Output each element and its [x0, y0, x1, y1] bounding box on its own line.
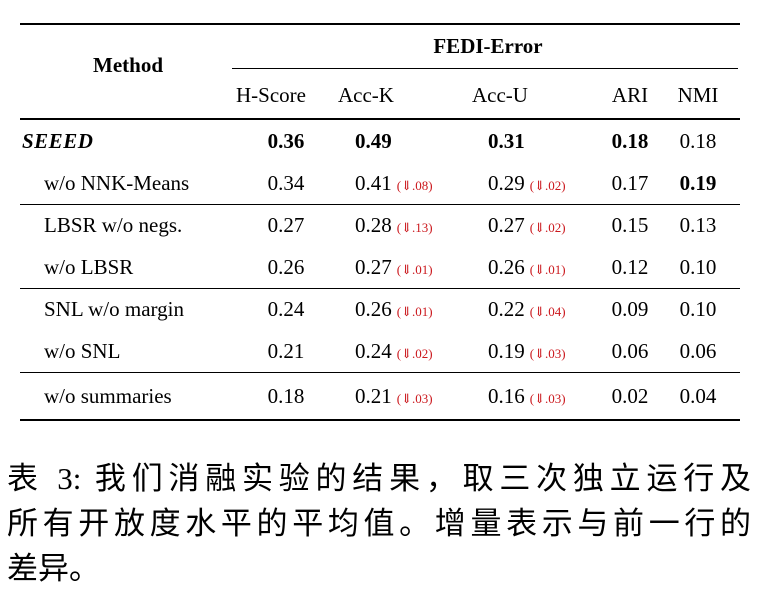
ari-cell: 0.09: [611, 297, 649, 322]
acc-k-delta-badge: (⇓.03): [396, 390, 433, 406]
method-cell: w/o NNK-Means: [44, 170, 190, 195]
acc-k-cell: 0.24: [355, 338, 392, 363]
table-header: Method FEDI-Error H-Score Acc-K Acc-U AR…: [20, 23, 740, 120]
acc-u-cell: 0.16: [488, 383, 525, 408]
table-body: SEEED 0.36 0.49 0.31 0.18 0.18 w/o NNK-M…: [20, 120, 740, 421]
ablation-results-table: Method FEDI-Error H-Score Acc-K Acc-U AR…: [20, 23, 740, 421]
group-header-rule: [232, 68, 738, 69]
acc-k-delta-badge: (⇓.01): [396, 304, 433, 320]
column-label-h-score: H-Score: [236, 83, 306, 107]
h-score-cell: 0.24: [267, 297, 305, 322]
h-score-cell: 0.36: [267, 128, 305, 153]
acc-k-delta-badge: (⇓.13): [396, 220, 433, 236]
acc-k-cell: 0.41: [355, 170, 392, 195]
method-cell: SEEED: [22, 128, 94, 153]
nmi-cell: 0.19: [679, 170, 717, 195]
acc-u-cell: 0.19: [488, 338, 525, 363]
method-cell: LBSR w/o negs.: [44, 213, 183, 238]
acc-u-cell: 0.26: [488, 254, 525, 279]
ari-cell: 0.18: [611, 128, 649, 153]
row-group-lbsr: LBSR w/o negs. 0.27 0.28 (⇓.13) 0.27 (⇓.02…: [20, 205, 740, 289]
acc-k-cell: 0.49: [355, 128, 392, 153]
h-score-cell: 0.34: [267, 170, 305, 195]
spacer-cell: [20, 80, 236, 110]
acc-k-cell: 0.27: [355, 254, 392, 279]
method-cell: w/o SNL: [44, 338, 121, 363]
row-group-summaries: w/o summaries 0.18 0.21 (⇓.03) 0.16 (⇓.03)…: [20, 373, 740, 419]
row-group-nnk: SEEED 0.36 0.49 0.31 0.18 0.18 w/o NNK-M…: [20, 120, 740, 205]
fedi-error-group-header: FEDI-Error: [433, 34, 543, 58]
table-row-lbsr-wo-negs: LBSR w/o negs. 0.27 0.28 (⇓.13) 0.27 (⇓.02…: [20, 205, 740, 247]
nmi-cell: 0.13: [679, 213, 717, 238]
h-score-cell: 0.26: [267, 254, 305, 279]
acc-u-delta-badge: (⇓.02): [529, 220, 566, 236]
acc-u-cell: 0.29: [488, 170, 525, 195]
acc-u-delta-badge: (⇓.03): [529, 390, 566, 406]
table-row-wo-snl: w/o SNL 0.21 0.24 (⇓.02) 0.19 (⇓.03) 0.06 …: [20, 331, 740, 373]
ari-cell: 0.15: [611, 213, 649, 238]
column-label-nmi: NMI: [677, 83, 719, 107]
acc-k-delta-badge: (⇓.08): [396, 177, 433, 193]
nmi-cell: 0.04: [679, 383, 717, 408]
acc-u-delta-badge: (⇓.01): [529, 261, 566, 277]
h-score-cell: 0.21: [267, 338, 305, 363]
ari-cell: 0.17: [611, 170, 649, 195]
column-labels-row: H-Score Acc-K Acc-U ARI NMI: [20, 80, 740, 110]
acc-k-cell: 0.21: [355, 383, 392, 408]
caption-line: 差异。: [7, 551, 100, 586]
acc-u-cell: 0.22: [488, 297, 525, 322]
row-group-snl: SNL w/o margin 0.24 0.26 (⇓.01) 0.22 (⇓.04…: [20, 289, 740, 373]
table-row-wo-nnk-means: w/o NNK-Means 0.34 0.41 (⇓.08) 0.29 (⇓.02)…: [20, 162, 740, 204]
method-cell: w/o summaries: [44, 383, 172, 408]
table-row-snl-wo-margin: SNL w/o margin 0.24 0.26 (⇓.01) 0.22 (⇓.04…: [20, 289, 740, 331]
column-label-ari: ARI: [611, 83, 649, 107]
acc-u-delta-badge: (⇓.02): [529, 177, 566, 193]
nmi-cell: 0.18: [679, 128, 717, 153]
nmi-cell: 0.06: [679, 338, 717, 363]
column-label-acc-u: Acc-U: [472, 83, 528, 107]
acc-u-cell: 0.27: [488, 213, 525, 238]
nmi-cell: 0.10: [679, 297, 717, 322]
method-column-header: Method: [93, 53, 163, 77]
ari-cell: 0.02: [611, 383, 649, 408]
acc-u-delta-badge: (⇓.04): [529, 304, 566, 320]
method-cell: w/o LBSR: [44, 254, 134, 279]
acc-u-cell: 0.31: [488, 128, 525, 153]
method-cell: SNL w/o margin: [44, 297, 184, 322]
table-caption: 表 3: 我们消融实验的结果，取三次独立运行及 所有开放度水平的平均值。增量表示…: [7, 456, 751, 591]
caption-line: 表 3: 我们消融实验的结果，取三次独立运行及: [7, 461, 751, 496]
ari-cell: 0.12: [611, 254, 649, 279]
acc-k-delta-badge: (⇓.01): [396, 261, 433, 277]
acc-k-delta-badge: (⇓.02): [396, 345, 433, 361]
h-score-cell: 0.27: [267, 213, 305, 238]
nmi-cell: 0.10: [679, 254, 717, 279]
table-row-wo-summaries: w/o summaries 0.18 0.21 (⇓.03) 0.16 (⇓.03)…: [20, 373, 740, 419]
h-score-cell: 0.18: [267, 383, 305, 408]
acc-u-delta-badge: (⇓.03): [529, 345, 566, 361]
ari-cell: 0.06: [611, 338, 649, 363]
acc-k-cell: 0.26: [355, 297, 392, 322]
table-row-wo-lbsr: w/o LBSR 0.26 0.27 (⇓.01) 0.26 (⇓.01) 0.12…: [20, 247, 740, 289]
caption-line: 所有开放度水平的平均值。增量表示与前一行的: [7, 506, 751, 541]
table-row-seeed: SEEED 0.36 0.49 0.31 0.18 0.18: [20, 120, 740, 162]
column-label-acc-k: Acc-K: [338, 83, 394, 107]
acc-k-cell: 0.28: [355, 213, 392, 238]
